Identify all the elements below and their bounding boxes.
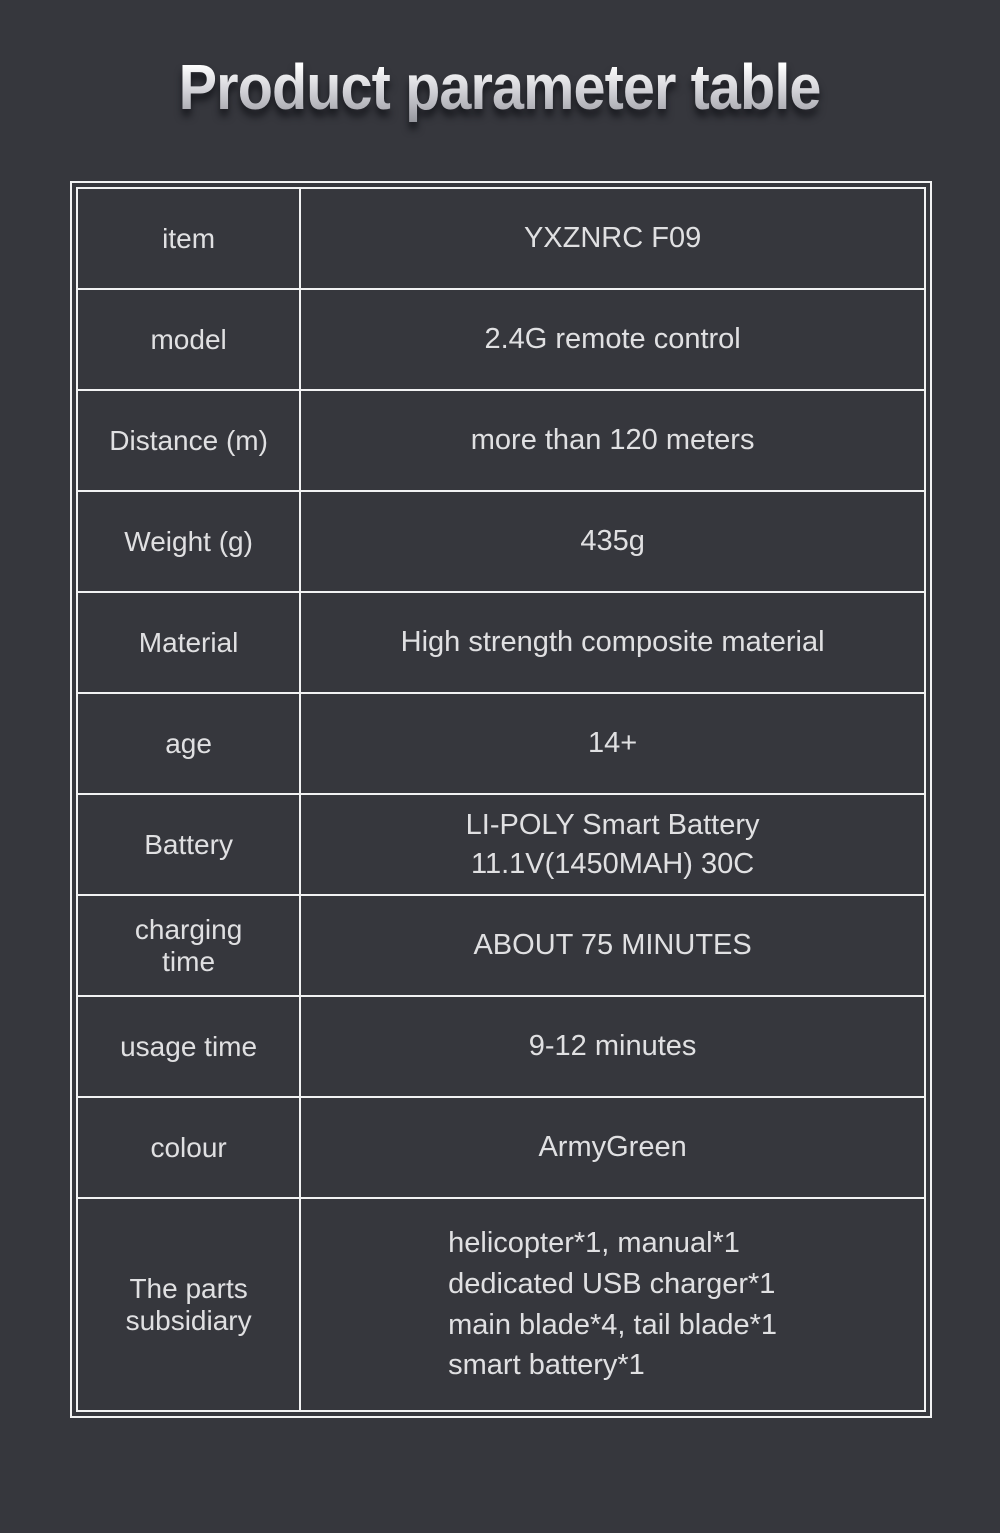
table-row: Weight (g) 435g (75, 490, 926, 593)
param-label: charging time (75, 894, 302, 997)
param-value-text: LI-POLY Smart Battery 11.1V(1450MAH) 30C (465, 809, 760, 880)
param-value-text: 9-12 minutes (528, 1030, 697, 1063)
parameter-table-grid: item YXZNRC F09 model 2.4G remote control Di… (75, 187, 926, 1412)
param-label: Battery (75, 793, 302, 896)
param-label: item (75, 187, 302, 290)
title-bar: Product parameter table (0, 51, 1000, 123)
param-label: Weight (g) (75, 490, 302, 593)
param-value: 2.4G remote control (299, 288, 926, 391)
table-row: Distance (m) more than 120 meters (75, 389, 926, 492)
table-row: item YXZNRC F09 (75, 187, 926, 290)
param-value-text: 435g (580, 525, 645, 558)
page-title: Product parameter table (179, 51, 822, 123)
param-value: High strength composite material (299, 591, 926, 694)
table-row: The parts subsidiary helicopter*1, manual… (75, 1197, 926, 1412)
param-value: 435g (299, 490, 926, 593)
table-row: Material High strength composite material (75, 591, 926, 694)
param-label: colour (75, 1096, 302, 1199)
table-row: age 14+ (75, 692, 926, 795)
param-value: 14+ (299, 692, 926, 795)
table-row: Battery LI-POLY Smart Battery 11.1V(1450M… (75, 793, 926, 896)
param-value-text: helicopter*1, manual*1 dedicated USB cha… (448, 1227, 778, 1382)
param-value-text: ArmyGreen (538, 1131, 687, 1164)
table-row: charging time ABOUT 75 MINUTES (75, 894, 926, 997)
param-label: Distance (m) (75, 389, 302, 492)
parameter-table: item YXZNRC F09 model 2.4G remote control Di… (70, 181, 932, 1418)
param-label: The parts subsidiary (75, 1197, 302, 1412)
param-value-text: High strength composite material (400, 626, 825, 659)
param-value: helicopter*1, manual*1 dedicated USB cha… (299, 1197, 926, 1412)
param-value-text: YXZNRC F09 (523, 222, 702, 255)
param-label: usage time (75, 995, 302, 1098)
param-value-text: ABOUT 75 MINUTES (473, 929, 752, 962)
param-value: 9-12 minutes (299, 995, 926, 1098)
table-row: colour ArmyGreen (75, 1096, 926, 1199)
param-label: age (75, 692, 302, 795)
param-label: Material (75, 591, 302, 694)
param-value: ArmyGreen (299, 1096, 926, 1199)
param-value: ABOUT 75 MINUTES (299, 894, 926, 997)
table-row: usage time 9-12 minutes (75, 995, 926, 1098)
param-value-text: more than 120 meters (470, 424, 755, 457)
param-value-text: 14+ (588, 727, 638, 760)
param-table-body: item YXZNRC F09 model 2.4G remote control Di… (75, 187, 926, 1412)
param-value-text: 2.4G remote control (484, 323, 741, 356)
param-value: LI-POLY Smart Battery 11.1V(1450MAH) 30C (299, 793, 926, 896)
param-value: YXZNRC F09 (299, 187, 926, 290)
table-row: model 2.4G remote control (75, 288, 926, 391)
param-value: more than 120 meters (299, 389, 926, 492)
param-label: model (75, 288, 302, 391)
